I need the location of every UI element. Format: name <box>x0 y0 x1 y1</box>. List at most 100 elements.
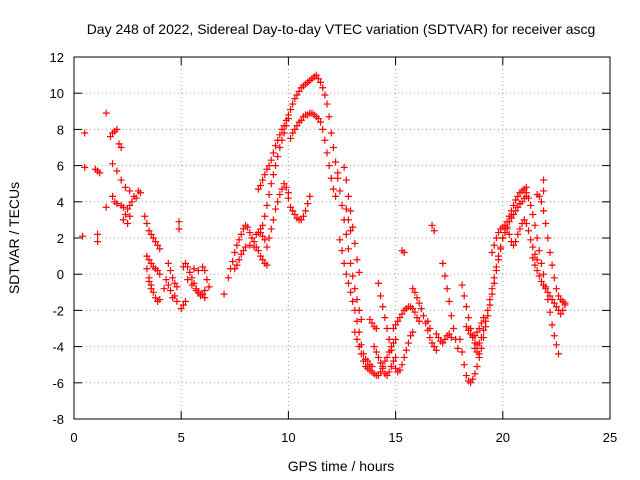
data-point <box>392 321 400 329</box>
data-point <box>115 140 123 148</box>
data-point <box>520 216 528 224</box>
data-point <box>291 210 299 218</box>
data-point <box>267 180 275 188</box>
data-point <box>340 259 348 267</box>
data-point <box>306 192 314 200</box>
data-point <box>411 288 419 296</box>
data-point <box>184 276 192 284</box>
data-point <box>196 290 204 298</box>
data-point <box>370 343 378 351</box>
data-point <box>542 220 550 228</box>
data-point <box>492 263 500 271</box>
data-point <box>475 339 483 347</box>
data-point <box>325 113 333 121</box>
data-point <box>347 227 355 235</box>
data-point <box>353 296 361 304</box>
data-point <box>233 261 241 269</box>
data-point <box>546 248 554 256</box>
data-point <box>469 375 477 383</box>
data-point <box>117 144 125 151</box>
data-point <box>357 350 365 358</box>
data-point <box>552 303 560 311</box>
data-point <box>464 314 472 322</box>
data-point <box>501 229 509 237</box>
series-arc-z <box>458 192 530 349</box>
data-point <box>295 87 303 95</box>
data-point <box>389 339 397 347</box>
data-point <box>550 274 558 282</box>
data-point <box>499 234 507 242</box>
data-point <box>314 115 322 123</box>
data-point <box>177 305 185 313</box>
data-point <box>514 203 522 211</box>
data-point <box>276 144 284 151</box>
y-tick-label: -8 <box>52 412 64 427</box>
data-point <box>475 350 483 358</box>
data-point <box>156 270 164 278</box>
data-point <box>257 229 265 237</box>
data-point <box>160 285 168 293</box>
data-point <box>439 259 447 267</box>
data-point <box>154 241 162 249</box>
data-point <box>419 312 427 320</box>
data-point <box>344 192 352 200</box>
data-point <box>409 305 417 313</box>
data-point <box>462 303 470 311</box>
data-point <box>233 241 241 249</box>
data-point <box>525 194 533 202</box>
data-point <box>141 212 149 220</box>
data-point <box>321 91 329 99</box>
data-point <box>458 348 466 356</box>
data-point <box>424 317 432 325</box>
data-point <box>151 294 159 302</box>
data-point <box>287 203 295 211</box>
data-point <box>179 301 187 309</box>
data-point <box>342 230 350 238</box>
data-point <box>374 353 382 361</box>
data-layer <box>79 71 569 387</box>
data-point <box>102 203 110 211</box>
data-point <box>229 258 237 266</box>
data-point <box>181 297 189 305</box>
data-point <box>263 243 271 251</box>
data-point <box>377 359 385 367</box>
x-tick-label: 10 <box>281 430 295 445</box>
data-point <box>477 344 485 352</box>
data-point <box>109 160 117 168</box>
data-point <box>96 169 104 177</box>
data-point <box>537 198 545 206</box>
data-point <box>552 341 560 349</box>
data-point <box>559 306 567 314</box>
data-point <box>392 364 400 372</box>
data-point <box>415 299 423 307</box>
data-point <box>166 286 174 294</box>
data-point <box>194 267 202 275</box>
data-point <box>342 176 350 184</box>
data-point <box>385 368 393 376</box>
data-point <box>323 100 331 108</box>
data-point <box>548 321 556 329</box>
data-point <box>106 133 114 141</box>
data-point <box>383 325 391 332</box>
data-point <box>188 281 196 289</box>
data-point <box>265 234 273 242</box>
data-point <box>471 370 479 378</box>
data-point <box>147 230 155 238</box>
data-point <box>164 259 172 267</box>
data-point <box>383 372 391 380</box>
series-arc-y <box>456 183 530 387</box>
data-point <box>274 198 282 206</box>
y-tick-label: 10 <box>50 86 64 101</box>
data-point <box>351 328 359 336</box>
data-point <box>254 247 262 255</box>
data-point <box>136 189 144 197</box>
data-point <box>259 232 267 240</box>
data-point <box>394 317 402 325</box>
data-point <box>261 236 269 244</box>
data-point <box>426 334 434 342</box>
data-point <box>379 303 387 311</box>
data-point <box>402 346 410 354</box>
data-point <box>246 229 254 237</box>
data-point <box>351 239 359 247</box>
data-point <box>332 192 340 200</box>
